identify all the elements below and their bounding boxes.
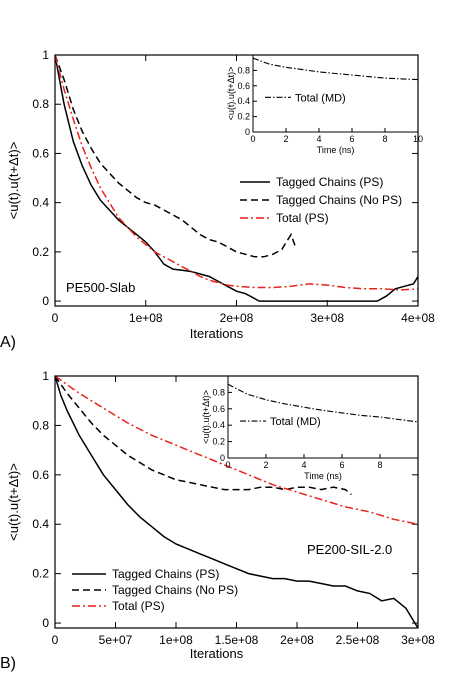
inset-legend-label: Total (MD) — [270, 416, 321, 428]
series-line-0 — [55, 376, 418, 628]
inset-box — [252, 54, 419, 133]
x-axis-label: Iterations — [190, 646, 244, 661]
x-tick-label: 2e+08 — [280, 633, 314, 647]
y-tick-label: 0 — [42, 294, 49, 308]
legend-label-1: Tagged Chains (No PS) — [112, 583, 238, 597]
inset-x-tick-label: 0 — [250, 134, 255, 144]
legend-label-1: Tagged Chains (No PS) — [276, 193, 402, 207]
inset-y-tick-label: 0 — [220, 453, 225, 463]
inset-x-tick-label: 6 — [339, 460, 344, 470]
inset-x-tick-label: 6 — [349, 134, 354, 144]
inset-y-tick-label: 0.8 — [237, 65, 250, 75]
y-tick-label: 0.4 — [32, 517, 49, 531]
panel-annotation: PE500-Slab — [66, 280, 135, 295]
inset-x-axis-label: Time (ns) — [317, 145, 355, 155]
y-tick-label: 1 — [42, 369, 49, 383]
y-tick-label: 0 — [42, 616, 49, 630]
y-tick-label: 0.2 — [32, 245, 49, 259]
plot-frame — [54, 375, 419, 629]
x-tick-label: 1.5e+08 — [215, 633, 259, 647]
inset-x-axis-label: Time (ns) — [304, 471, 342, 481]
y-axis-label: <u(t).u(t+Δt)> — [6, 463, 21, 541]
x-tick-label: 1e+08 — [129, 311, 163, 325]
inset-series-line-0 — [252, 57, 419, 81]
inset-x-tick-label: 8 — [377, 460, 382, 470]
legend-label-0: Tagged Chains (PS) — [112, 567, 219, 581]
y-tick-label: 0.8 — [32, 97, 49, 111]
x-tick-label: 2.5e+08 — [336, 633, 380, 647]
series-line-2 — [55, 55, 418, 291]
inset-y-axis-label: <u(t).u(t+Δt)> — [201, 390, 211, 444]
legend-label-2: Total (PS) — [276, 211, 329, 225]
inset-y-axis-label: <u(t).u(t+Δt)> — [226, 67, 236, 121]
series-line-1 — [55, 55, 297, 258]
x-tick-label: 2e+08 — [220, 311, 254, 325]
inset-x-tick-label: 4 — [316, 134, 321, 144]
inset-y-tick-label: 0.6 — [237, 81, 250, 91]
inset-x-tick-label: 0 — [225, 460, 230, 470]
y-axis-label: <u(t).u(t+Δt)> — [6, 142, 21, 220]
inset-y-tick-label: 0.2 — [237, 112, 250, 122]
inset-series-line-0 — [227, 383, 419, 423]
x-tick-label: 3e+08 — [310, 311, 344, 325]
legend-label-2: Total (PS) — [112, 599, 165, 613]
x-tick-label: 5e+07 — [99, 633, 133, 647]
inset-x-tick-label: 2 — [283, 134, 288, 144]
inset-x-tick-label: 4 — [301, 460, 306, 470]
series-line-2 — [55, 376, 418, 525]
chart-panel-0: 0 1e+08 2e+08 3e+08 4e+08 0 0.2 0.4 0.6 0.8 1 0 2 4 6 8… — [0, 48, 435, 351]
inset-x-tick-label: 2 — [263, 460, 268, 470]
y-tick-label: 0.6 — [32, 468, 49, 482]
legend-label-0: Tagged Chains (PS) — [276, 175, 383, 189]
inset-x-tick-label: 8 — [382, 134, 387, 144]
panel-label: B) — [0, 655, 16, 672]
inset-y-tick-label: 0 — [245, 127, 250, 137]
inset-y-tick-label: 0.4 — [212, 420, 225, 430]
x-tick-label: 0 — [52, 311, 59, 325]
inset-y-tick-label: 0.6 — [212, 404, 225, 414]
x-tick-label: 3e+08 — [401, 633, 435, 647]
chart-panel-1: 0 5e+07 1e+08 1.5e+08 2e+08 2.5e+08 3e+08 0 0.2 0… — [0, 369, 435, 672]
y-tick-label: 0.8 — [32, 418, 49, 432]
x-tick-label: 4e+08 — [401, 311, 435, 325]
y-tick-label: 0.6 — [32, 146, 49, 160]
x-axis-label: Iterations — [190, 326, 244, 341]
x-tick-label: 0 — [52, 633, 59, 647]
inset-box — [227, 375, 419, 459]
series-line-1 — [55, 376, 352, 496]
panel-annotation: PE200-SIL-2.0 — [307, 542, 392, 557]
y-tick-label: 1 — [42, 48, 49, 62]
panel-label: A) — [0, 334, 16, 351]
x-tick-label: 1e+08 — [159, 633, 193, 647]
series-line-0 — [55, 55, 418, 302]
inset-y-tick-label: 0.4 — [237, 96, 250, 106]
inset-y-tick-label: 0.8 — [212, 387, 225, 397]
inset-y-tick-label: 0.2 — [212, 437, 225, 447]
y-tick-label: 0.4 — [32, 196, 49, 210]
inset-legend-label: Total (MD) — [295, 92, 346, 104]
plot-frame — [54, 54, 419, 307]
y-tick-label: 0.2 — [32, 567, 49, 581]
